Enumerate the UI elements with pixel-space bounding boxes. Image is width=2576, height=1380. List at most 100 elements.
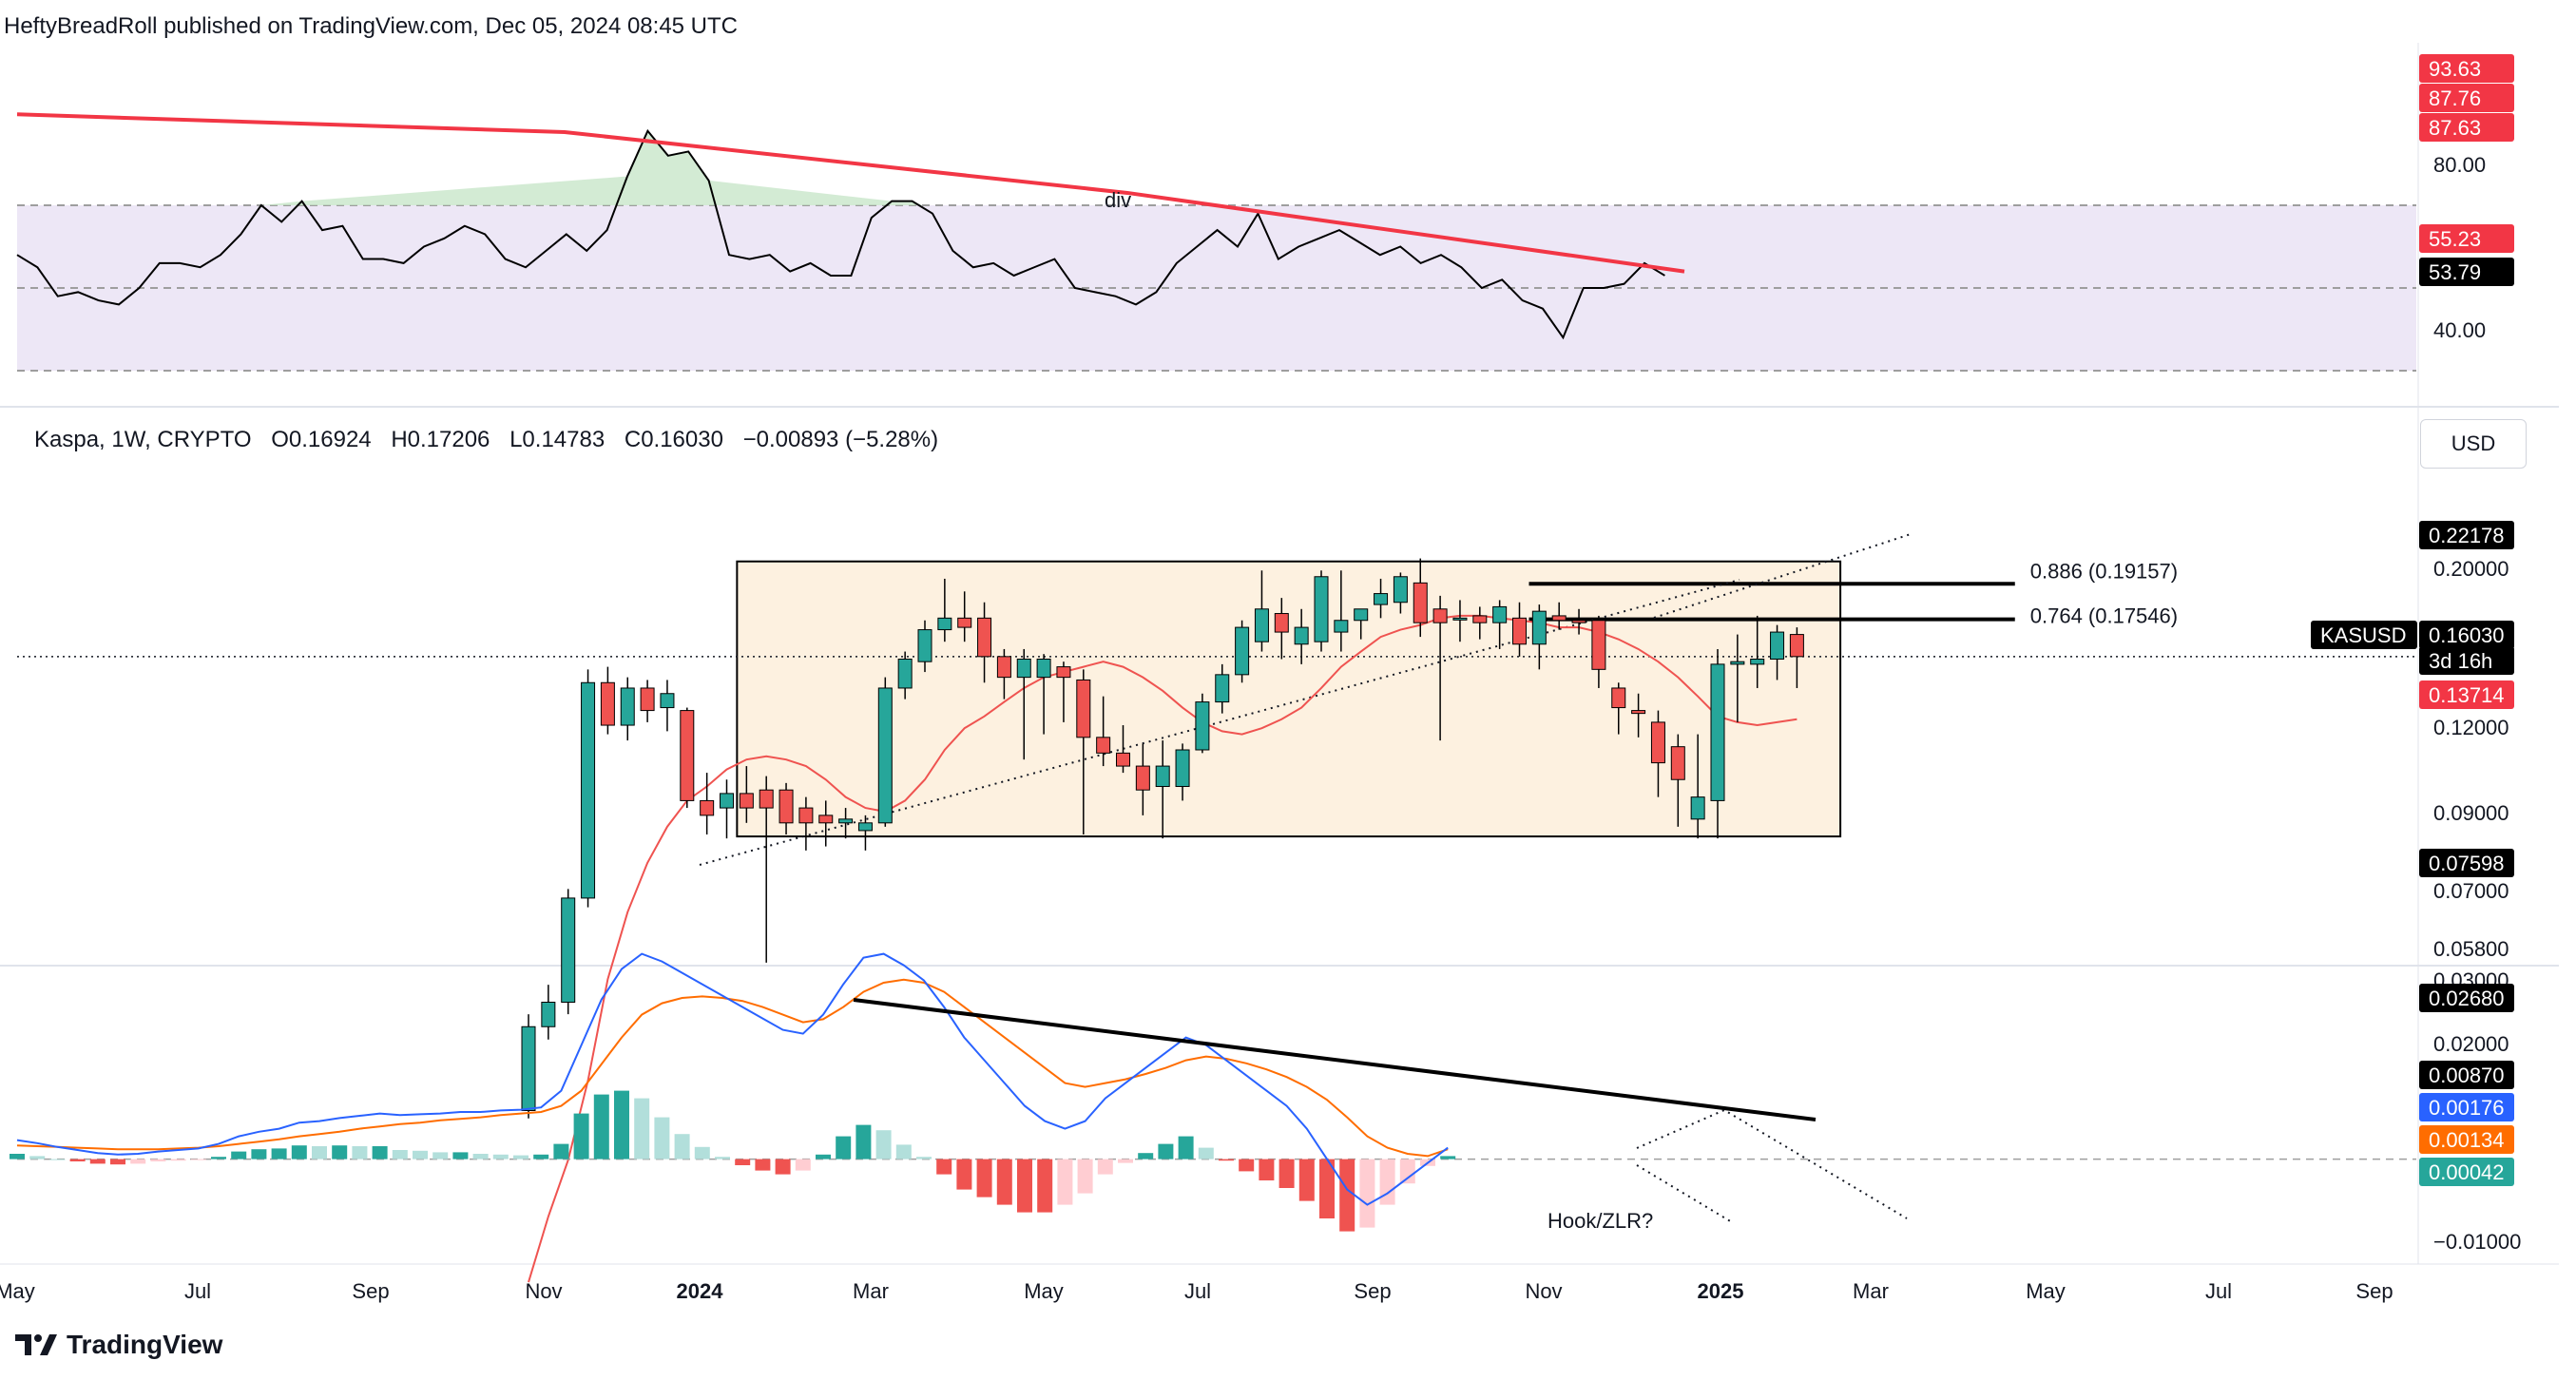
author-name[interactable]: HeftyBreadRoll <box>4 13 158 39</box>
candle <box>1195 693 1210 754</box>
histogram-bar <box>271 1148 287 1160</box>
histogram-bar <box>211 1157 226 1160</box>
candle-body <box>739 793 754 809</box>
time-axis-label: May <box>0 1279 35 1303</box>
macd-value-tag: 0.00134 <box>2419 1125 2514 1154</box>
time-axis[interactable]: May Jul Sep Nov 2024 Mar May Jul Sep Nov 2025 Mar Ma… <box>0 1279 2393 1303</box>
candle <box>660 680 675 732</box>
price-tag: 3d 16h <box>2419 646 2514 675</box>
candle <box>798 796 814 851</box>
tradingview-logo-icon <box>15 1334 57 1355</box>
currency-button[interactable]: USD <box>2420 419 2527 469</box>
candle <box>897 651 913 700</box>
price-axis-label: 0.12000 <box>2433 716 2509 739</box>
histogram-bar <box>755 1159 771 1171</box>
candle-body <box>838 818 854 824</box>
candle-body <box>561 897 576 1003</box>
candle-body <box>857 822 873 832</box>
projection-paths[interactable] <box>1636 1108 1908 1223</box>
candle <box>1730 634 1745 722</box>
signal-line[interactable] <box>16 978 1449 1158</box>
candle-body <box>521 1025 536 1112</box>
candle <box>1770 624 1785 680</box>
candle-body <box>1750 659 1765 665</box>
histogram-bar <box>312 1146 327 1160</box>
tradingview-footer[interactable]: TradingView <box>15 1330 222 1360</box>
rsi-line[interactable] <box>16 128 1665 340</box>
candle <box>720 779 734 839</box>
fib-level-label: 0.886 (0.19157) <box>2030 559 2178 583</box>
rsi-axis-label: 40.00 <box>2433 318 2486 342</box>
candle-body <box>1591 620 1606 670</box>
price-axis[interactable]: 0.200000.120000.090000.070000.058000.030… <box>2433 557 2509 992</box>
candle <box>700 773 715 835</box>
histogram-bar <box>1319 1159 1335 1218</box>
macd-value-tag: 0.00176 <box>2419 1093 2514 1121</box>
macd-divergence-trendline[interactable] <box>853 998 1817 1121</box>
legend-symbol: Kaspa, 1W, CRYPTO <box>34 427 252 452</box>
histogram-bar <box>775 1159 791 1175</box>
macd-line[interactable] <box>16 952 1449 1206</box>
candle <box>581 669 596 908</box>
candle-body <box>1472 615 1488 623</box>
histogram-bar <box>1138 1153 1154 1160</box>
fib-levels[interactable]: 0.886 (0.19157) 0.764 (0.17546) <box>1528 559 2179 628</box>
histogram-bar <box>10 1154 25 1160</box>
macd-histogram[interactable] <box>10 1090 1456 1232</box>
histogram-bar <box>150 1159 166 1161</box>
rsi-pane[interactable]: div 80.00 40.00 93.63 87.76 87.63 55.23 53.79 <box>16 54 2514 372</box>
histogram-bar <box>1298 1159 1315 1201</box>
time-axis-label: Mar <box>1853 1279 1889 1303</box>
histogram-bar <box>735 1159 751 1165</box>
candle-body <box>798 807 814 824</box>
rsi-price-axis[interactable]: 80.00 40.00 <box>2433 153 2486 342</box>
candle <box>1155 740 1170 839</box>
rsi-value-tag-bg <box>2419 54 2514 83</box>
legend-close: C0.16030 <box>625 427 723 452</box>
candle <box>739 766 754 823</box>
range-box[interactable] <box>736 560 1842 838</box>
histogram-bar <box>674 1134 690 1160</box>
candle-body <box>1551 615 1567 622</box>
macd-pane[interactable]: Hook/ZLR? 0.02000 −0.01000 0.02680 0.00870… <box>10 952 2521 1254</box>
legend-high: H0.17206 <box>391 427 490 452</box>
histogram-bar <box>1259 1159 1275 1180</box>
candle-body <box>1235 626 1250 676</box>
price-axis-label: 0.05800 <box>2433 937 2509 961</box>
histogram-bar <box>1239 1159 1255 1172</box>
histogram-bar <box>795 1159 811 1171</box>
macd-price-axis[interactable]: 0.02000 −0.01000 <box>2433 1032 2521 1254</box>
candles[interactable] <box>521 558 1804 1119</box>
candle <box>640 680 655 722</box>
macd-value-tag-bg <box>2419 1158 2514 1186</box>
histogram-bar <box>916 1157 932 1160</box>
histogram-bar <box>1359 1159 1375 1228</box>
candle <box>1274 598 1289 660</box>
rsi-divergence-trendline[interactable] <box>16 112 1685 274</box>
histogram-bar <box>654 1117 670 1160</box>
price-tag-bg <box>2419 646 2514 675</box>
candle-body <box>1492 605 1508 623</box>
candle <box>1432 595 1448 741</box>
macd-value-tag-text: 0.00134 <box>2429 1128 2505 1152</box>
price-axis-label: 0.09000 <box>2433 801 2509 825</box>
histogram-bar <box>110 1159 125 1165</box>
candle <box>1254 570 1269 652</box>
candle-body <box>1016 659 1031 679</box>
candle-body <box>1254 608 1269 642</box>
histogram-bar <box>29 1156 46 1160</box>
candle-body <box>620 687 635 726</box>
time-axis-label: Jul <box>1184 1279 1211 1303</box>
rsi-value-tag: 53.79 <box>2419 258 2514 286</box>
price-tag-text: 3d 16h <box>2429 649 2492 673</box>
macd-value-tag-text: 0.00870 <box>2429 1064 2505 1087</box>
histogram-bar <box>1198 1147 1214 1160</box>
moving-average-line[interactable] <box>528 614 1797 1283</box>
macd-value-tag-bg <box>2419 1061 2514 1089</box>
macd-value-tag-bg <box>2419 984 2514 1012</box>
candle <box>1413 558 1428 638</box>
price-pane[interactable]: Kaspa, 1W, CRYPTO O0.16924 H0.17206 L0.1… <box>17 427 2514 1283</box>
candle-body <box>1690 796 1705 820</box>
candle-body <box>1195 701 1210 751</box>
